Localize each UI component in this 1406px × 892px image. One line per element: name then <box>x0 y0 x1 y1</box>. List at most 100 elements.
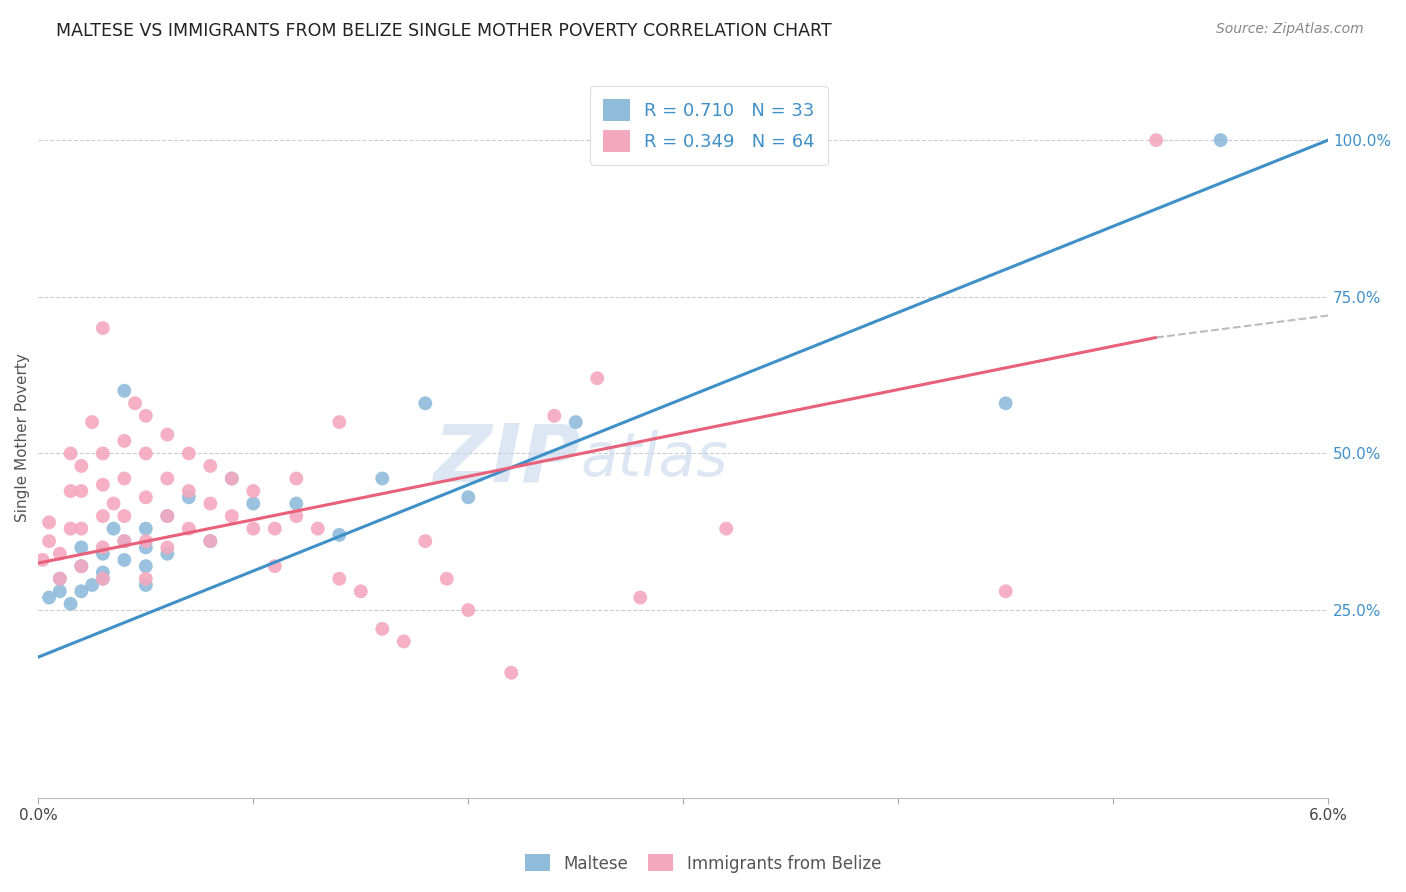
Y-axis label: Single Mother Poverty: Single Mother Poverty <box>15 353 30 522</box>
Point <box>59 597 82 611</box>
Point <box>91 509 114 524</box>
Point <box>177 446 200 460</box>
Point <box>371 622 394 636</box>
Point <box>112 471 135 485</box>
Point <box>103 522 125 536</box>
Point <box>285 497 308 511</box>
Point <box>307 522 329 536</box>
Legend: Maltese, Immigrants from Belize: Maltese, Immigrants from Belize <box>519 847 887 880</box>
Text: Source: ZipAtlas.com: Source: ZipAtlas.com <box>1216 22 1364 37</box>
Point <box>200 458 222 473</box>
Point <box>177 483 200 498</box>
Point <box>31 553 53 567</box>
Point <box>112 534 135 549</box>
Point <box>242 522 264 536</box>
Point <box>112 553 135 567</box>
Point <box>156 509 179 524</box>
Point <box>1144 133 1167 147</box>
Point <box>436 572 458 586</box>
Point <box>242 497 264 511</box>
Point <box>70 458 93 473</box>
Point <box>156 471 179 485</box>
Point <box>994 584 1017 599</box>
Point <box>49 547 72 561</box>
Point <box>200 534 222 549</box>
Point <box>135 559 157 574</box>
Point <box>371 471 394 485</box>
Point <box>80 578 103 592</box>
Point <box>135 409 157 423</box>
Point <box>177 490 200 504</box>
Point <box>135 522 157 536</box>
Point <box>70 541 93 555</box>
Point <box>135 572 157 586</box>
Point <box>200 534 222 549</box>
Point <box>156 547 179 561</box>
Point <box>564 415 586 429</box>
Point <box>91 321 114 335</box>
Point <box>156 541 179 555</box>
Point <box>135 541 157 555</box>
Point <box>135 490 157 504</box>
Point <box>392 634 415 648</box>
Point <box>628 591 651 605</box>
Point <box>124 396 146 410</box>
Point <box>285 471 308 485</box>
Text: MALTESE VS IMMIGRANTS FROM BELIZE SINGLE MOTHER POVERTY CORRELATION CHART: MALTESE VS IMMIGRANTS FROM BELIZE SINGLE… <box>56 22 832 40</box>
Point <box>70 483 93 498</box>
Point <box>70 522 93 536</box>
Point <box>38 534 60 549</box>
Point <box>59 483 82 498</box>
Point <box>135 446 157 460</box>
Point <box>586 371 609 385</box>
Point <box>242 483 264 498</box>
Point <box>59 522 82 536</box>
Point <box>200 497 222 511</box>
Point <box>112 509 135 524</box>
Point <box>413 534 436 549</box>
Point <box>716 522 738 536</box>
Point <box>38 516 60 530</box>
Point <box>543 409 565 423</box>
Point <box>135 534 157 549</box>
Point <box>135 578 157 592</box>
Point <box>156 509 179 524</box>
Point <box>91 547 114 561</box>
Point <box>457 490 479 504</box>
Point <box>70 559 93 574</box>
Point <box>103 497 125 511</box>
Point <box>70 559 93 574</box>
Text: ZIP: ZIP <box>433 420 581 499</box>
Legend: R = 0.710   N = 33, R = 0.349   N = 64: R = 0.710 N = 33, R = 0.349 N = 64 <box>591 87 828 165</box>
Point <box>350 584 373 599</box>
Point <box>177 522 200 536</box>
Point <box>328 572 350 586</box>
Point <box>91 572 114 586</box>
Point <box>112 384 135 398</box>
Point <box>91 541 114 555</box>
Point <box>328 528 350 542</box>
Point <box>112 534 135 549</box>
Point <box>501 665 523 680</box>
Point <box>112 434 135 448</box>
Text: atlas: atlas <box>581 430 728 489</box>
Point <box>221 471 243 485</box>
Point <box>457 603 479 617</box>
Point <box>49 572 72 586</box>
Point <box>1209 133 1232 147</box>
Point <box>91 477 114 491</box>
Point <box>38 591 60 605</box>
Point <box>263 559 285 574</box>
Point <box>221 509 243 524</box>
Point <box>994 396 1017 410</box>
Point <box>91 572 114 586</box>
Point <box>221 471 243 485</box>
Point <box>49 584 72 599</box>
Point <box>91 566 114 580</box>
Point <box>156 427 179 442</box>
Point <box>263 522 285 536</box>
Point <box>285 509 308 524</box>
Point <box>91 446 114 460</box>
Point <box>59 446 82 460</box>
Point <box>49 572 72 586</box>
